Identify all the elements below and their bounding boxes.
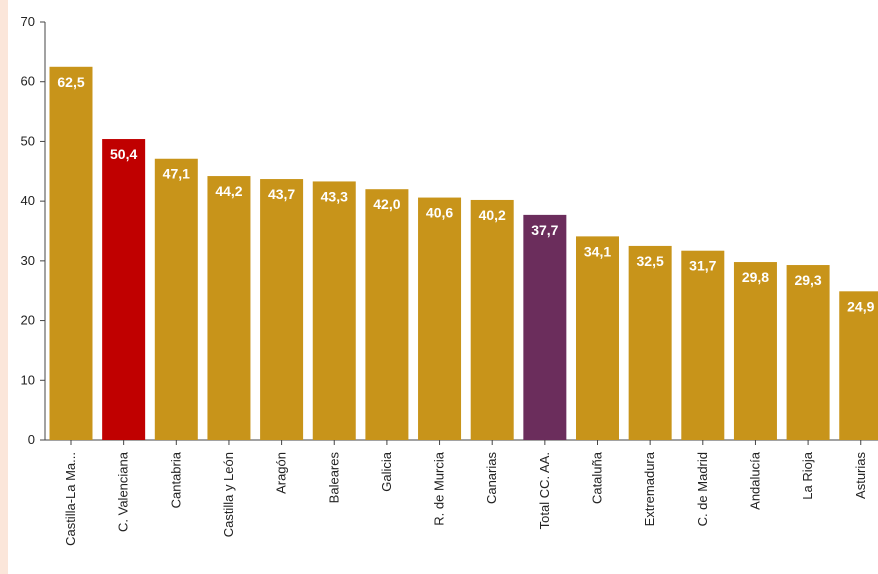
left-border-strip [0, 0, 8, 574]
category-label: Extremadura [642, 451, 657, 526]
y-tick-label: 30 [21, 253, 35, 268]
bar-value-label: 44,2 [215, 183, 242, 199]
bar [786, 265, 830, 440]
bar [260, 179, 304, 440]
bar [418, 197, 462, 440]
bar [839, 291, 878, 440]
category-label: Asturias [853, 452, 868, 499]
y-tick-label: 0 [28, 432, 35, 447]
bar [207, 176, 251, 440]
bar-value-label: 43,7 [268, 186, 295, 202]
bar-value-label: 43,3 [321, 188, 348, 204]
category-label: Galicia [379, 451, 394, 492]
category-label: Baleares [326, 452, 341, 504]
bar [312, 181, 356, 441]
bar [628, 245, 672, 440]
bar-value-label: 40,6 [426, 205, 453, 221]
category-label: Total CC. AA. [537, 452, 552, 529]
category-label: Canarias [484, 452, 499, 505]
bar-value-label: 37,7 [531, 222, 558, 238]
bar-value-label: 47,1 [163, 166, 190, 182]
bar-value-label: 29,8 [742, 269, 769, 285]
category-label: La Rioja [800, 451, 815, 499]
y-axis: 0 10 20 30 40 50 60 70 [21, 14, 46, 447]
category-label: Castilla-La Ma... [63, 452, 78, 546]
y-tick-label: 70 [21, 14, 35, 29]
bar [49, 66, 93, 441]
bars-group: 62,5 50,4 47,1 44,2 43,7 43,3 42,0 40,6 40,2 37,7… [49, 66, 878, 441]
category-label: C. de Madrid [695, 452, 710, 526]
bar-value-label: 40,2 [479, 207, 506, 223]
y-tick-label: 20 [21, 313, 35, 328]
category-label: C. Valenciana [116, 451, 131, 532]
bar-value-label: 24,9 [847, 298, 874, 314]
category-label: Cantabria [168, 451, 183, 508]
bar [523, 214, 567, 440]
bar-value-label: 62,5 [57, 74, 84, 90]
category-label: Andalucía [747, 451, 762, 510]
bar-value-label: 29,3 [794, 272, 821, 288]
bar [576, 236, 619, 440]
bar [733, 262, 777, 440]
category-label: Aragón [274, 452, 289, 494]
bar [154, 158, 198, 440]
bar-value-label: 34,1 [584, 243, 611, 259]
bar [470, 199, 514, 440]
x-axis: Castilla-La Ma... C. Valenciana Cantabria C… [45, 439, 878, 546]
y-tick-label: 60 [21, 74, 35, 89]
y-tick-label: 40 [21, 193, 35, 208]
bar [102, 139, 146, 441]
bar [681, 250, 725, 440]
y-tick-label: 10 [21, 372, 35, 387]
bar [365, 189, 409, 440]
bar-value-label: 32,5 [637, 253, 664, 269]
bar-value-label: 31,7 [689, 258, 716, 274]
category-label: Cataluña [590, 451, 605, 504]
bar-value-label: 50,4 [110, 146, 137, 162]
bar-value-label: 42,0 [373, 196, 400, 212]
category-label: Castilla y León [221, 452, 236, 537]
y-tick-label: 50 [21, 133, 35, 148]
category-label: R. de Murcia [432, 451, 447, 525]
